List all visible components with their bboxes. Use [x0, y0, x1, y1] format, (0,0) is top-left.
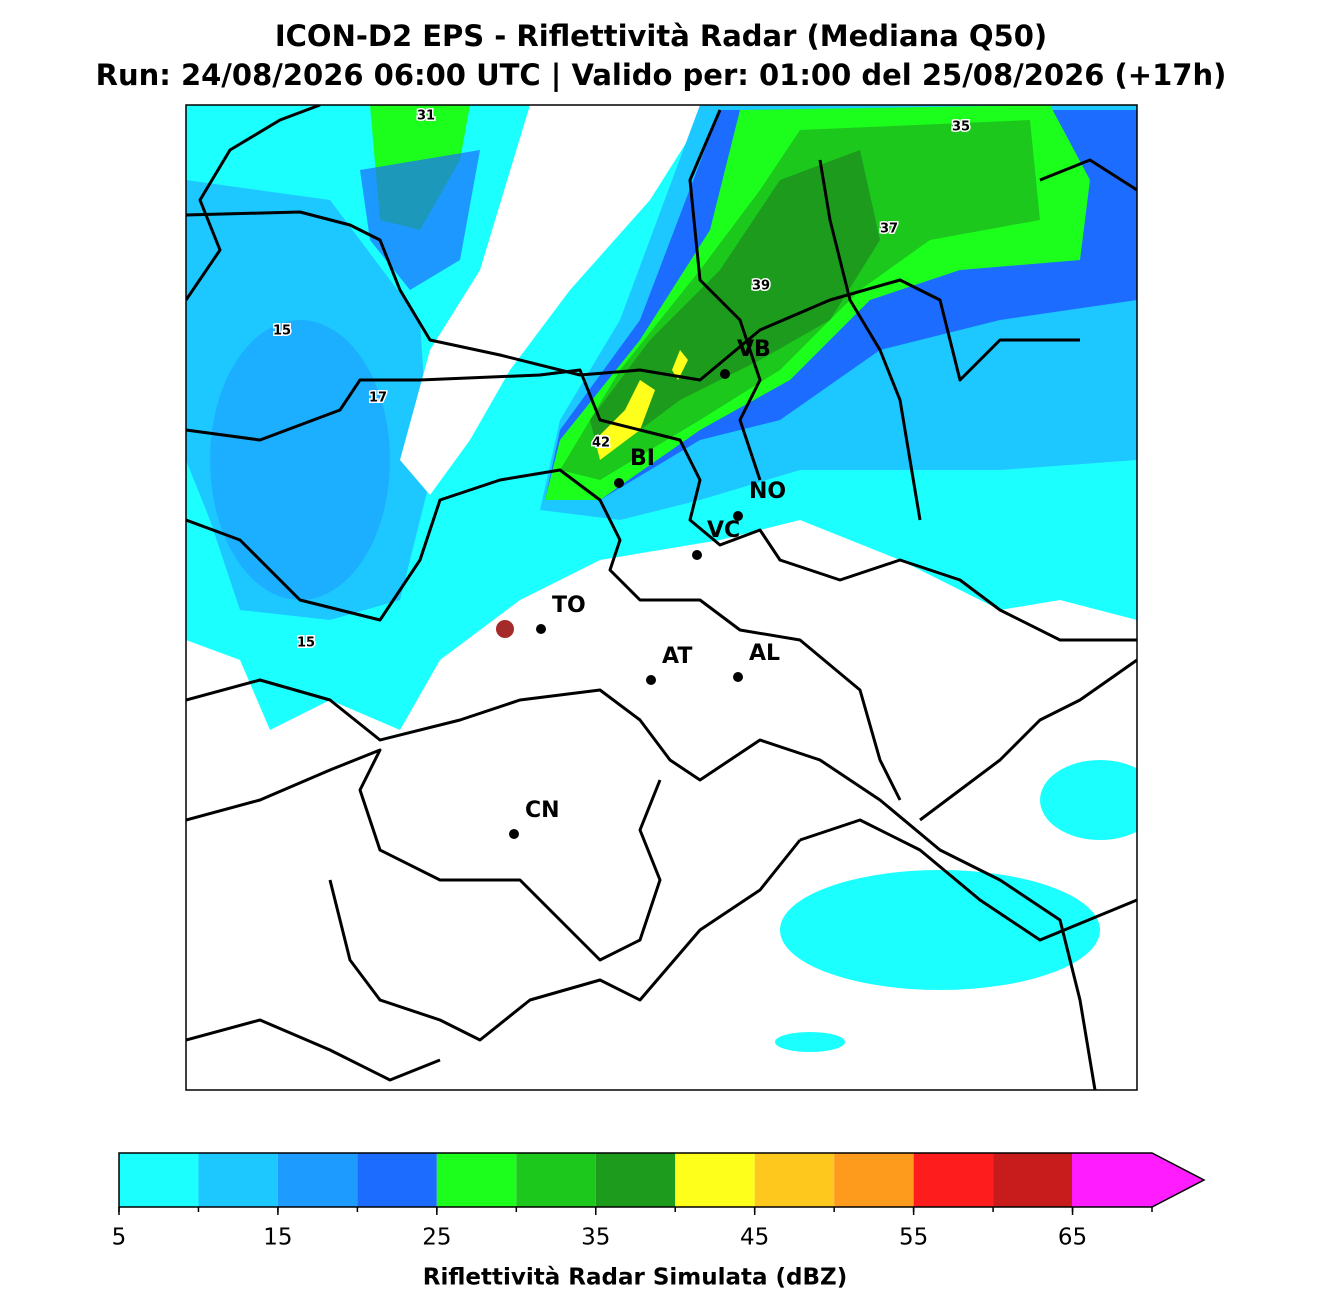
contour-label: 15: [297, 636, 315, 651]
contour-label: 39: [752, 279, 770, 294]
colorbar-segment: [1072, 1152, 1206, 1208]
colorbar-tick-label: 5: [112, 1225, 127, 1251]
contour-label: 35: [952, 120, 970, 135]
contour-label: 31: [417, 109, 435, 124]
colorbar-segment: [754, 1153, 835, 1207]
contour-label: 42: [592, 436, 610, 451]
city-dot: [614, 478, 624, 488]
city-dot: [646, 675, 656, 685]
contour-label: 17: [369, 391, 387, 406]
city-label: NO: [749, 479, 786, 504]
colorbar-label: Riflettività Radar Simulata (dBZ): [423, 1265, 848, 1291]
contour-label: 15: [273, 324, 291, 339]
colorbar-segment: [516, 1153, 596, 1207]
contour-label: 37: [880, 222, 898, 237]
colorbar-tick-label: 35: [581, 1225, 610, 1251]
city-label: VB: [737, 337, 771, 362]
colorbar-segment: [595, 1153, 676, 1207]
city-dot: [692, 550, 702, 560]
city-label: VC: [707, 518, 740, 543]
colorbar-segment: [357, 1153, 437, 1207]
colorbar-segment: [913, 1153, 994, 1207]
colorbar-segment: [277, 1153, 358, 1207]
city-label: AL: [749, 641, 780, 666]
colorbar-segment: [675, 1153, 755, 1207]
title: ICON-D2 EPS - Riflettività Radar (Median…: [275, 19, 1047, 53]
city-dot: [536, 624, 546, 634]
colorbar-tick-label: 15: [263, 1225, 292, 1251]
colorbar-tick-label: 55: [899, 1225, 928, 1251]
colorbar-outline: [118, 1152, 1206, 1208]
map-frame: [185, 104, 1138, 1091]
borders: [186, 105, 1137, 1090]
colorbar-tick-label: 65: [1058, 1225, 1087, 1251]
colorbar-segment: [834, 1153, 914, 1207]
colorbar-segment: [436, 1153, 517, 1207]
subtitle: Run: 24/08/2026 06:00 UTC | Valido per: …: [96, 58, 1227, 92]
colorbar-tick-label: 25: [422, 1225, 451, 1251]
colorbar-segment: [198, 1153, 278, 1207]
colorbar: 5 15 25 35 45 55 65: [112, 1152, 1206, 1251]
location-marker: [496, 620, 514, 638]
city-label: TO: [552, 593, 586, 618]
colorbar-segment: [119, 1153, 199, 1207]
colorbar-tick-label: 45: [740, 1225, 769, 1251]
colorbar-segment: [993, 1153, 1073, 1207]
city-dot: [733, 511, 743, 521]
city-label: AT: [662, 644, 692, 669]
city-label: BI: [630, 446, 655, 471]
city-dot: [509, 829, 519, 839]
city-dot: [720, 369, 730, 379]
map-field: [186, 105, 1137, 1090]
city-dot: [733, 672, 743, 682]
city-label: CN: [525, 798, 560, 823]
